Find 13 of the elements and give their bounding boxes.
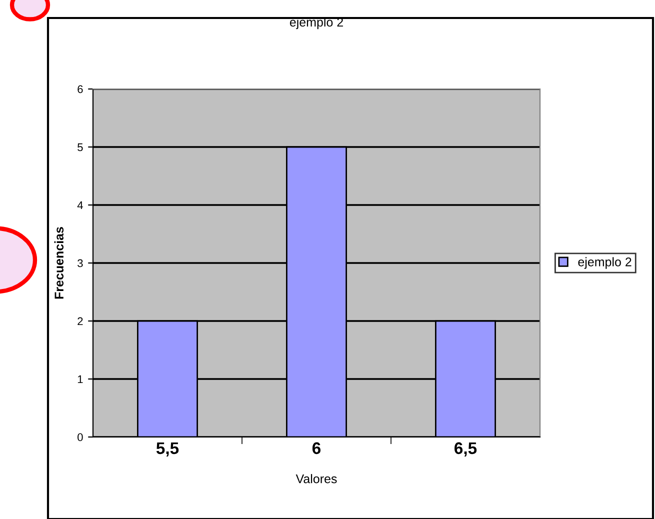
x-axis-title: Valores (296, 474, 337, 484)
y-tick-label: 0 (78, 433, 83, 442)
y-tick-label: 5 (78, 143, 83, 152)
y-tick-label: 4 (77, 201, 83, 210)
y-tick-label: 6 (78, 85, 83, 94)
y-tick-label: 2 (78, 317, 83, 326)
x-tick-label: 5,5 (156, 442, 179, 457)
y-tick-label: 1 (78, 375, 83, 384)
x-tick-label: 6 (312, 442, 321, 454)
x-tick-label: 6,5 (454, 442, 477, 457)
y-axis-title: Frecuencias (54, 227, 64, 299)
y-tick-label: 3 (78, 259, 83, 268)
legend-label: ejemplo 2 (578, 257, 632, 269)
